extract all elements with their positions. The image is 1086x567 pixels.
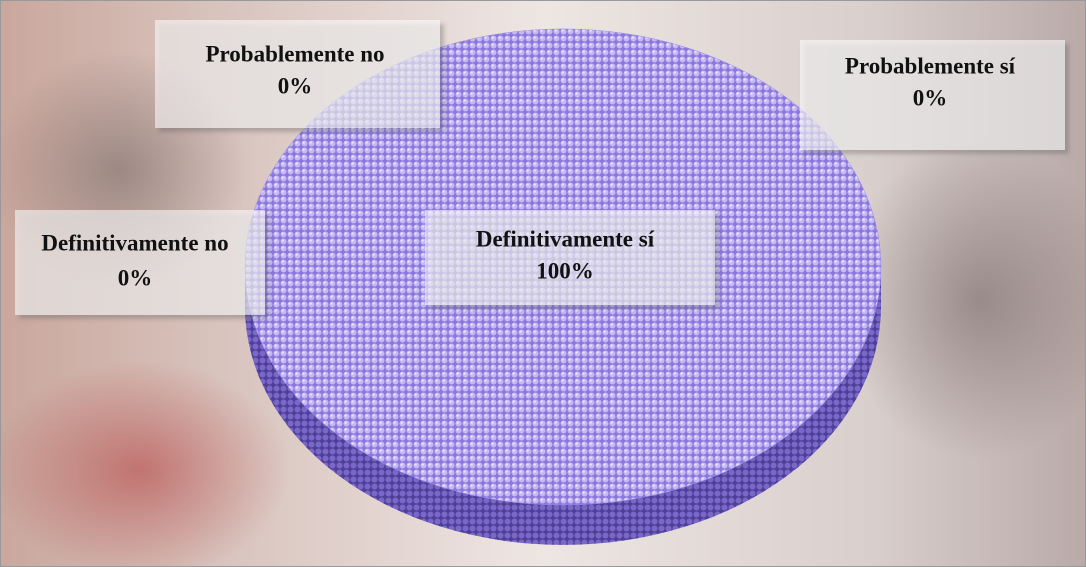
value-label: 100% [536,258,594,283]
value-label: 0% [913,85,948,110]
label-box [800,40,1065,150]
label-box [425,210,715,305]
value-label: 0% [278,73,313,98]
label-box [15,210,265,315]
category-label: Definitivamente no [41,230,228,255]
background-blur [840,140,1086,460]
pie-slice-side [245,267,881,545]
label-box [155,20,440,128]
data-labels: Definitivamente sí 100% Probablemente sí 0%… [15,20,1065,315]
background-blur [0,360,290,567]
value-label: 0% [118,265,153,290]
category-label: Probablemente no [205,41,384,66]
category-label: Definitivamente sí [476,226,655,251]
category-label: Probablemente sí [845,53,1016,78]
